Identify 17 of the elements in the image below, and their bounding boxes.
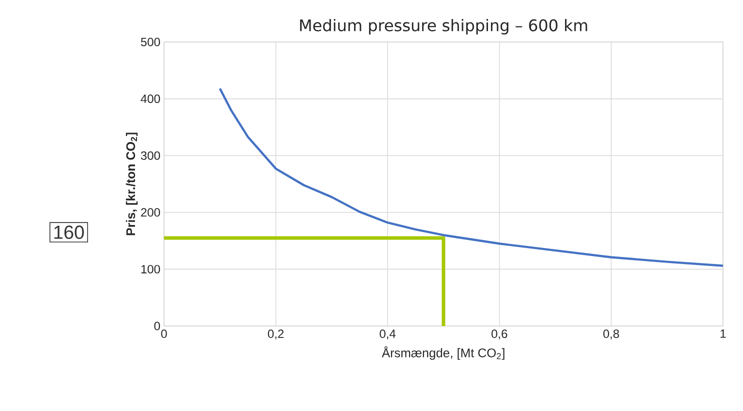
y-tick-label: 300 bbox=[140, 151, 160, 160]
y-tick-label: 400 bbox=[140, 94, 160, 104]
x-tick-label: 0,6 bbox=[492, 330, 508, 340]
y-tick-label: 100 bbox=[141, 264, 160, 274]
y-tick-label: 500 bbox=[140, 38, 160, 46]
x-tick-label: 0,2 bbox=[268, 330, 284, 340]
x-tick-label: 0 bbox=[161, 330, 167, 338]
text: Pris, [kr./ton CO$_{2}$] bbox=[126, 132, 138, 236]
x-tick-label: 1 bbox=[720, 330, 726, 338]
line-series bbox=[218, 87, 724, 267]
x-axis-title: Årsmængde, [Mt CO$_{2}$] bbox=[382, 346, 504, 360]
chart-title: Medium pressure shipping – 600 km bbox=[300, 18, 588, 34]
x-tick-label: 0,4 bbox=[380, 330, 396, 340]
y-tick-label: 200 bbox=[141, 208, 160, 217]
x-tick-label: 0,8 bbox=[603, 330, 620, 340]
y-tick-label: 0 bbox=[154, 322, 160, 330]
text: 160 bbox=[54, 226, 84, 239]
